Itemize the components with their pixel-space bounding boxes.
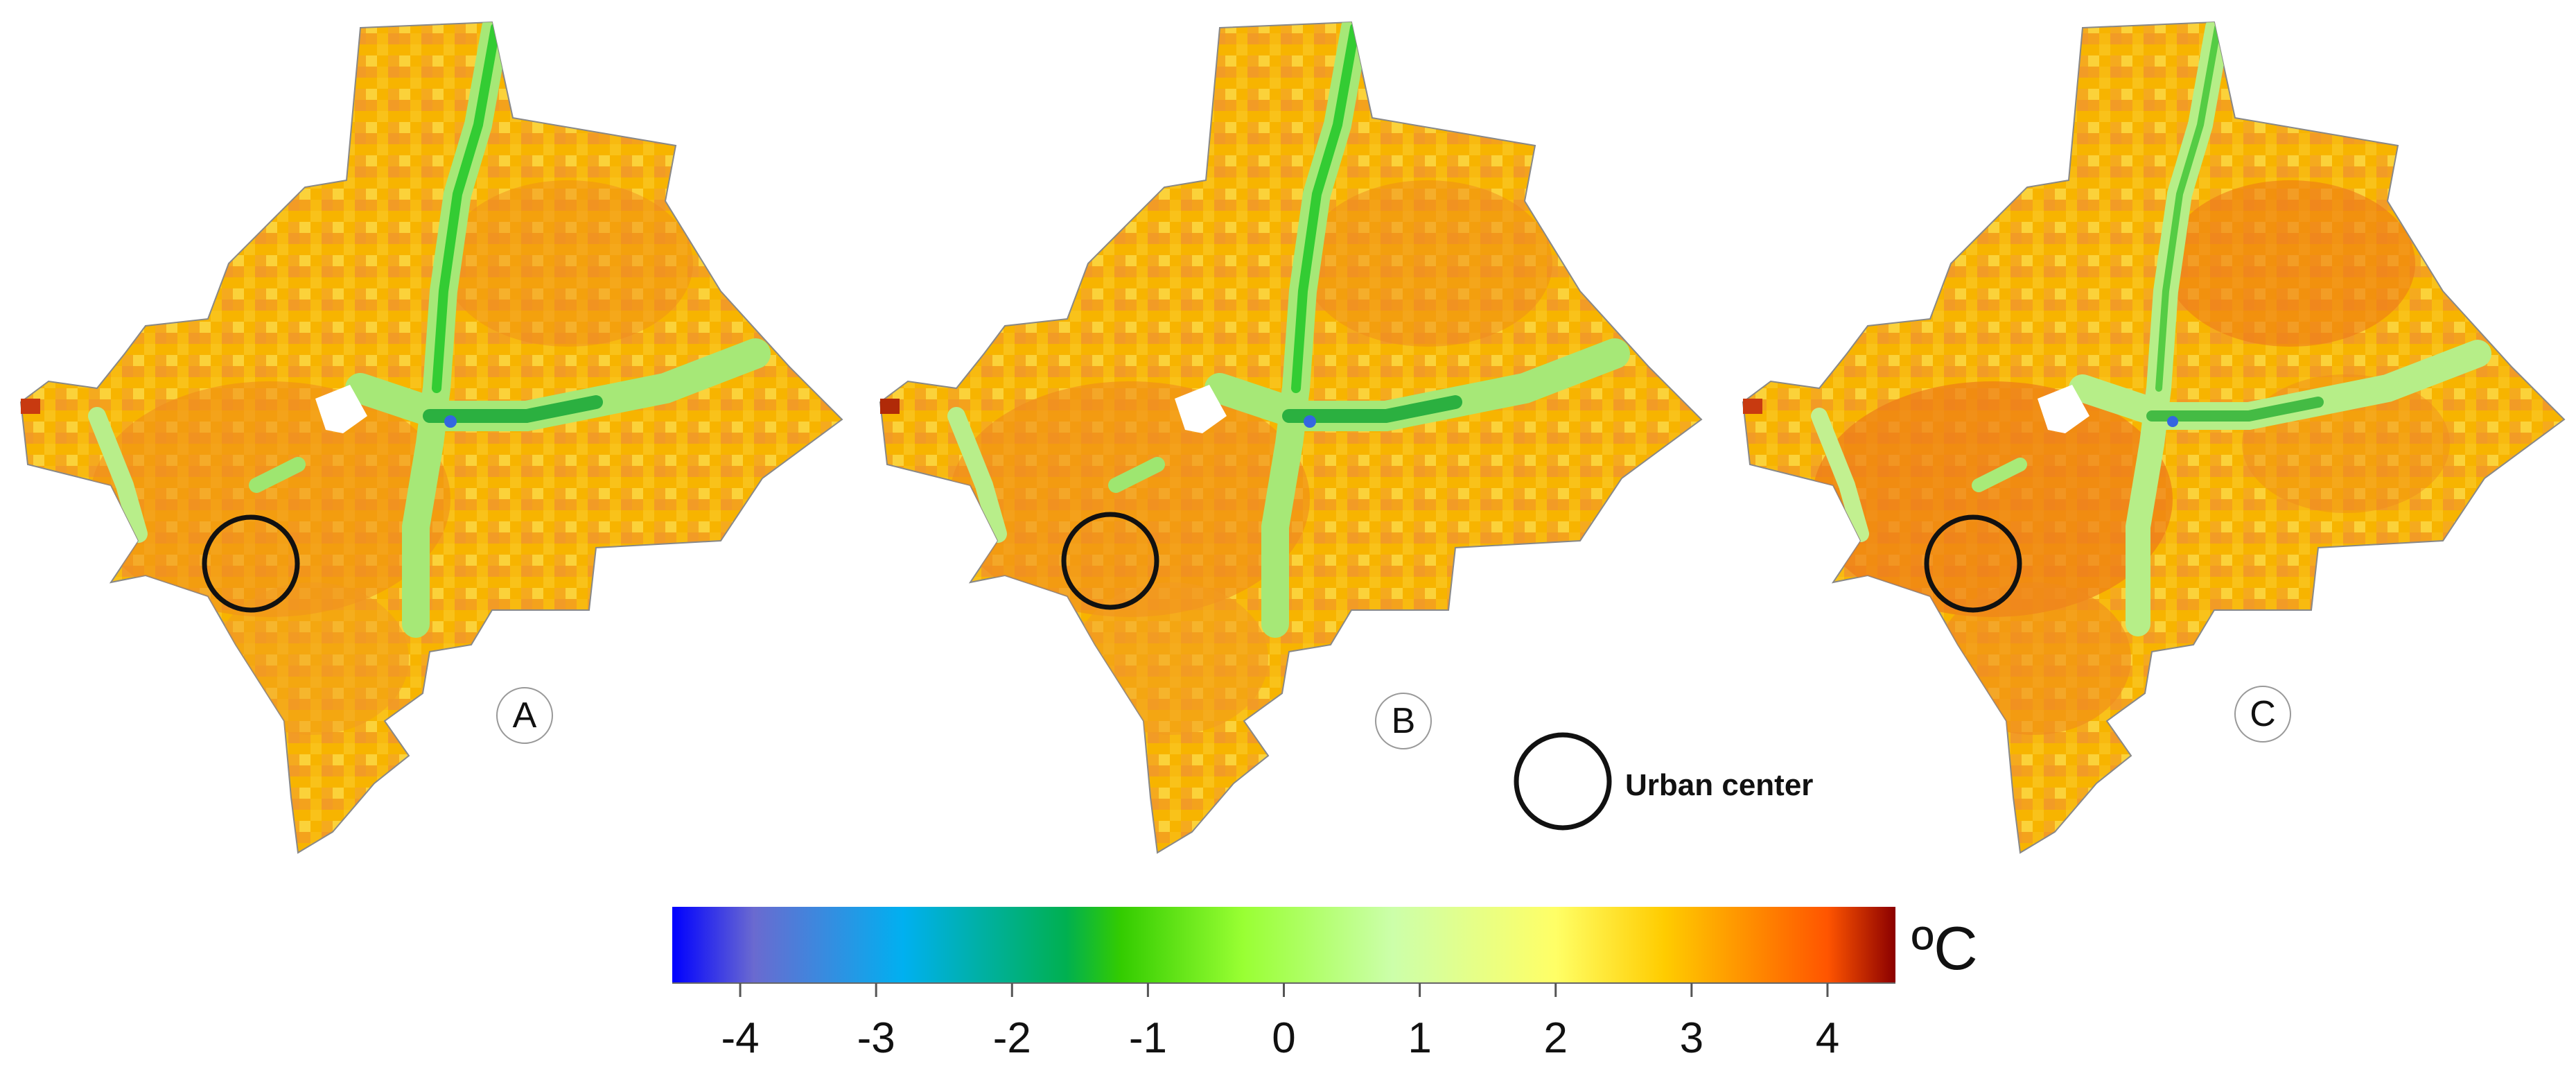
colorbar: -4 -3 -2 -1 0 1 2 3 4 ºC [672, 907, 1978, 1062]
colorbar-tick-label: 0 [1272, 1014, 1295, 1062]
urban-center-marker-b [1061, 512, 1159, 610]
colorbar-tick-label: -1 [1129, 1014, 1167, 1062]
urban-center-legend-symbol [1514, 732, 1612, 831]
colorbar-tick-label: 3 [1680, 1014, 1703, 1062]
panel-label-a: A [513, 695, 537, 736]
colorbar-tick-label: 4 [1816, 1014, 1839, 1062]
urban-center-legend: Urban center [1514, 732, 1813, 831]
urban-center-legend-label: Urban center [1625, 768, 1813, 802]
panel-badge-c [2234, 686, 2291, 743]
colorbar-unit: ºC [1911, 914, 1978, 982]
colorbar-ramp [672, 907, 1895, 983]
map-panel-c: C [1742, 21, 2565, 853]
urban-center-marker-a [202, 514, 300, 613]
panel-badge-b [1375, 693, 1432, 749]
colorbar-tick-label: 1 [1408, 1014, 1431, 1062]
colorbar-tick-label: -2 [993, 1014, 1031, 1062]
colorbar-ticks: -4 -3 -2 -1 0 1 2 3 4 [721, 983, 1839, 1062]
urban-center-marker-c [1924, 514, 2022, 613]
map-panel-b: B [879, 21, 1702, 853]
colorbar-tick-label: -3 [857, 1014, 895, 1062]
map-panel-a: A [20, 21, 843, 853]
panel-label-c: C [2250, 694, 2276, 734]
panel-badge-a [496, 687, 553, 744]
colorbar-tick-label: -4 [721, 1014, 759, 1062]
colorbar-tick-label: 2 [1543, 1014, 1567, 1062]
panel-label-b: B [1392, 701, 1416, 741]
